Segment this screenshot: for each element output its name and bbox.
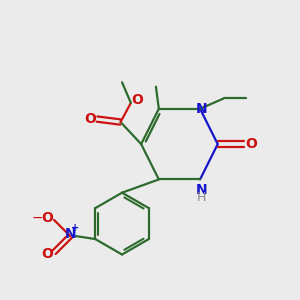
Text: O: O [42,247,53,261]
Text: N: N [64,227,76,241]
Text: O: O [42,212,53,226]
Text: N: N [196,102,207,116]
Text: O: O [85,112,97,126]
Text: +: + [70,223,79,233]
Text: H: H [197,191,206,204]
Text: O: O [131,93,143,107]
Text: N: N [196,183,207,197]
Text: −: − [32,211,44,225]
Text: O: O [245,137,256,151]
